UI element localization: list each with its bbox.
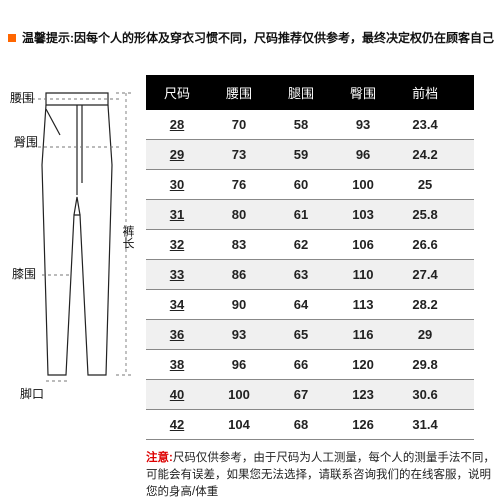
table-cell: 30 [146, 169, 208, 199]
table-row: 31806110325.8 [146, 199, 474, 229]
col-header: 臀围 [332, 75, 394, 110]
table-cell: 123 [332, 379, 394, 409]
table-cell: 60 [270, 169, 332, 199]
table-row: 2870589323.4 [146, 110, 474, 140]
table-cell: 110 [332, 259, 394, 289]
table-cell: 66 [270, 349, 332, 379]
table-row: 421046812631.4 [146, 409, 474, 439]
table-cell: 96 [208, 349, 270, 379]
label-length: 裤长 [120, 225, 137, 249]
table-row: 34906411328.2 [146, 289, 474, 319]
table-cell: 38 [146, 349, 208, 379]
table-cell [456, 169, 474, 199]
table-cell: 30.6 [394, 379, 456, 409]
table-cell: 106 [332, 229, 394, 259]
table-cell: 63 [270, 259, 332, 289]
table-cell: 31 [146, 199, 208, 229]
table-cell: 40 [146, 379, 208, 409]
size-table-wrap: 尺码腰围腿围臀围前档 2870589323.4 2973599624.2 307… [146, 75, 500, 502]
warning-body: 因每个人的形体及穿衣习惯不同，尺码推荐仅供参考，最终决定权仍在顾客自己 [74, 31, 494, 45]
table-cell: 104 [208, 409, 270, 439]
warning-tip: 温馨提示:因每个人的形体及穿衣习惯不同，尺码推荐仅供参考，最终决定权仍在顾客自己 [8, 30, 500, 47]
table-cell: 70 [208, 110, 270, 140]
col-header [456, 75, 474, 110]
table-cell [456, 349, 474, 379]
table-cell: 116 [332, 319, 394, 349]
table-row: 36936511629 [146, 319, 474, 349]
pants-diagram: 腰围 臀围 膝围 脚口 裤长 [8, 75, 138, 415]
table-cell: 93 [332, 110, 394, 140]
table-cell: 126 [332, 409, 394, 439]
label-knee: 膝围 [12, 265, 36, 282]
table-cell: 93 [208, 319, 270, 349]
table-cell: 33 [146, 259, 208, 289]
warning-text: 温馨提示:因每个人的形体及穿衣习惯不同，尺码推荐仅供参考，最终决定权仍在顾客自己 [22, 30, 494, 47]
col-header: 前档 [394, 75, 456, 110]
table-cell [456, 409, 474, 439]
table-cell: 58 [270, 110, 332, 140]
table-cell: 61 [270, 199, 332, 229]
table-cell: 28.2 [394, 289, 456, 319]
table-cell: 36 [146, 319, 208, 349]
table-cell: 76 [208, 169, 270, 199]
table-cell: 27.4 [394, 259, 456, 289]
table-cell: 29 [394, 319, 456, 349]
col-header: 腰围 [208, 75, 270, 110]
table-cell [456, 199, 474, 229]
table-cell: 73 [208, 139, 270, 169]
table-cell [456, 259, 474, 289]
table-cell: 31.4 [394, 409, 456, 439]
table-cell: 29 [146, 139, 208, 169]
table-cell: 29.8 [394, 349, 456, 379]
table-cell: 24.2 [394, 139, 456, 169]
table-cell: 65 [270, 319, 332, 349]
col-header: 腿围 [270, 75, 332, 110]
table-cell [456, 139, 474, 169]
table-row: 33866311027.4 [146, 259, 474, 289]
table-cell: 96 [332, 139, 394, 169]
table-row: 2973599624.2 [146, 139, 474, 169]
table-cell [456, 229, 474, 259]
table-cell [456, 289, 474, 319]
table-cell: 113 [332, 289, 394, 319]
footnote: 注意:尺码仅供参考，由于尺码为人工测量，每个人的测量手法不同，可能会有误差，如果… [146, 450, 500, 502]
table-cell: 80 [208, 199, 270, 229]
table-row: 30766010025 [146, 169, 474, 199]
table-cell: 68 [270, 409, 332, 439]
table-cell: 67 [270, 379, 332, 409]
table-cell: 32 [146, 229, 208, 259]
table-cell: 28 [146, 110, 208, 140]
table-cell: 23.4 [394, 110, 456, 140]
table-cell: 64 [270, 289, 332, 319]
table-cell: 86 [208, 259, 270, 289]
size-table: 尺码腰围腿围臀围前档 2870589323.4 2973599624.2 307… [146, 75, 474, 440]
table-cell: 26.6 [394, 229, 456, 259]
table-cell: 25.8 [394, 199, 456, 229]
table-row: 38966612029.8 [146, 349, 474, 379]
table-cell [456, 379, 474, 409]
table-row: 401006712330.6 [146, 379, 474, 409]
table-row: 32836210626.6 [146, 229, 474, 259]
table-cell: 100 [208, 379, 270, 409]
label-hem: 脚口 [20, 385, 44, 402]
table-cell: 90 [208, 289, 270, 319]
warning-label: 温馨提示: [22, 31, 74, 45]
footnote-body: 尺码仅供参考，由于尺码为人工测量，每个人的测量手法不同，可能会有误差，如果您无法… [146, 452, 495, 499]
table-cell: 83 [208, 229, 270, 259]
table-cell: 103 [332, 199, 394, 229]
table-cell [456, 110, 474, 140]
table-cell: 100 [332, 169, 394, 199]
footnote-label: 注意: [146, 452, 173, 464]
table-cell: 59 [270, 139, 332, 169]
col-header: 尺码 [146, 75, 208, 110]
table-cell: 42 [146, 409, 208, 439]
table-cell: 120 [332, 349, 394, 379]
table-cell: 25 [394, 169, 456, 199]
label-waist: 腰围 [10, 89, 34, 106]
table-cell [456, 319, 474, 349]
table-cell: 34 [146, 289, 208, 319]
table-cell: 62 [270, 229, 332, 259]
label-hip: 臀围 [14, 133, 38, 150]
bullet-icon [8, 34, 16, 42]
